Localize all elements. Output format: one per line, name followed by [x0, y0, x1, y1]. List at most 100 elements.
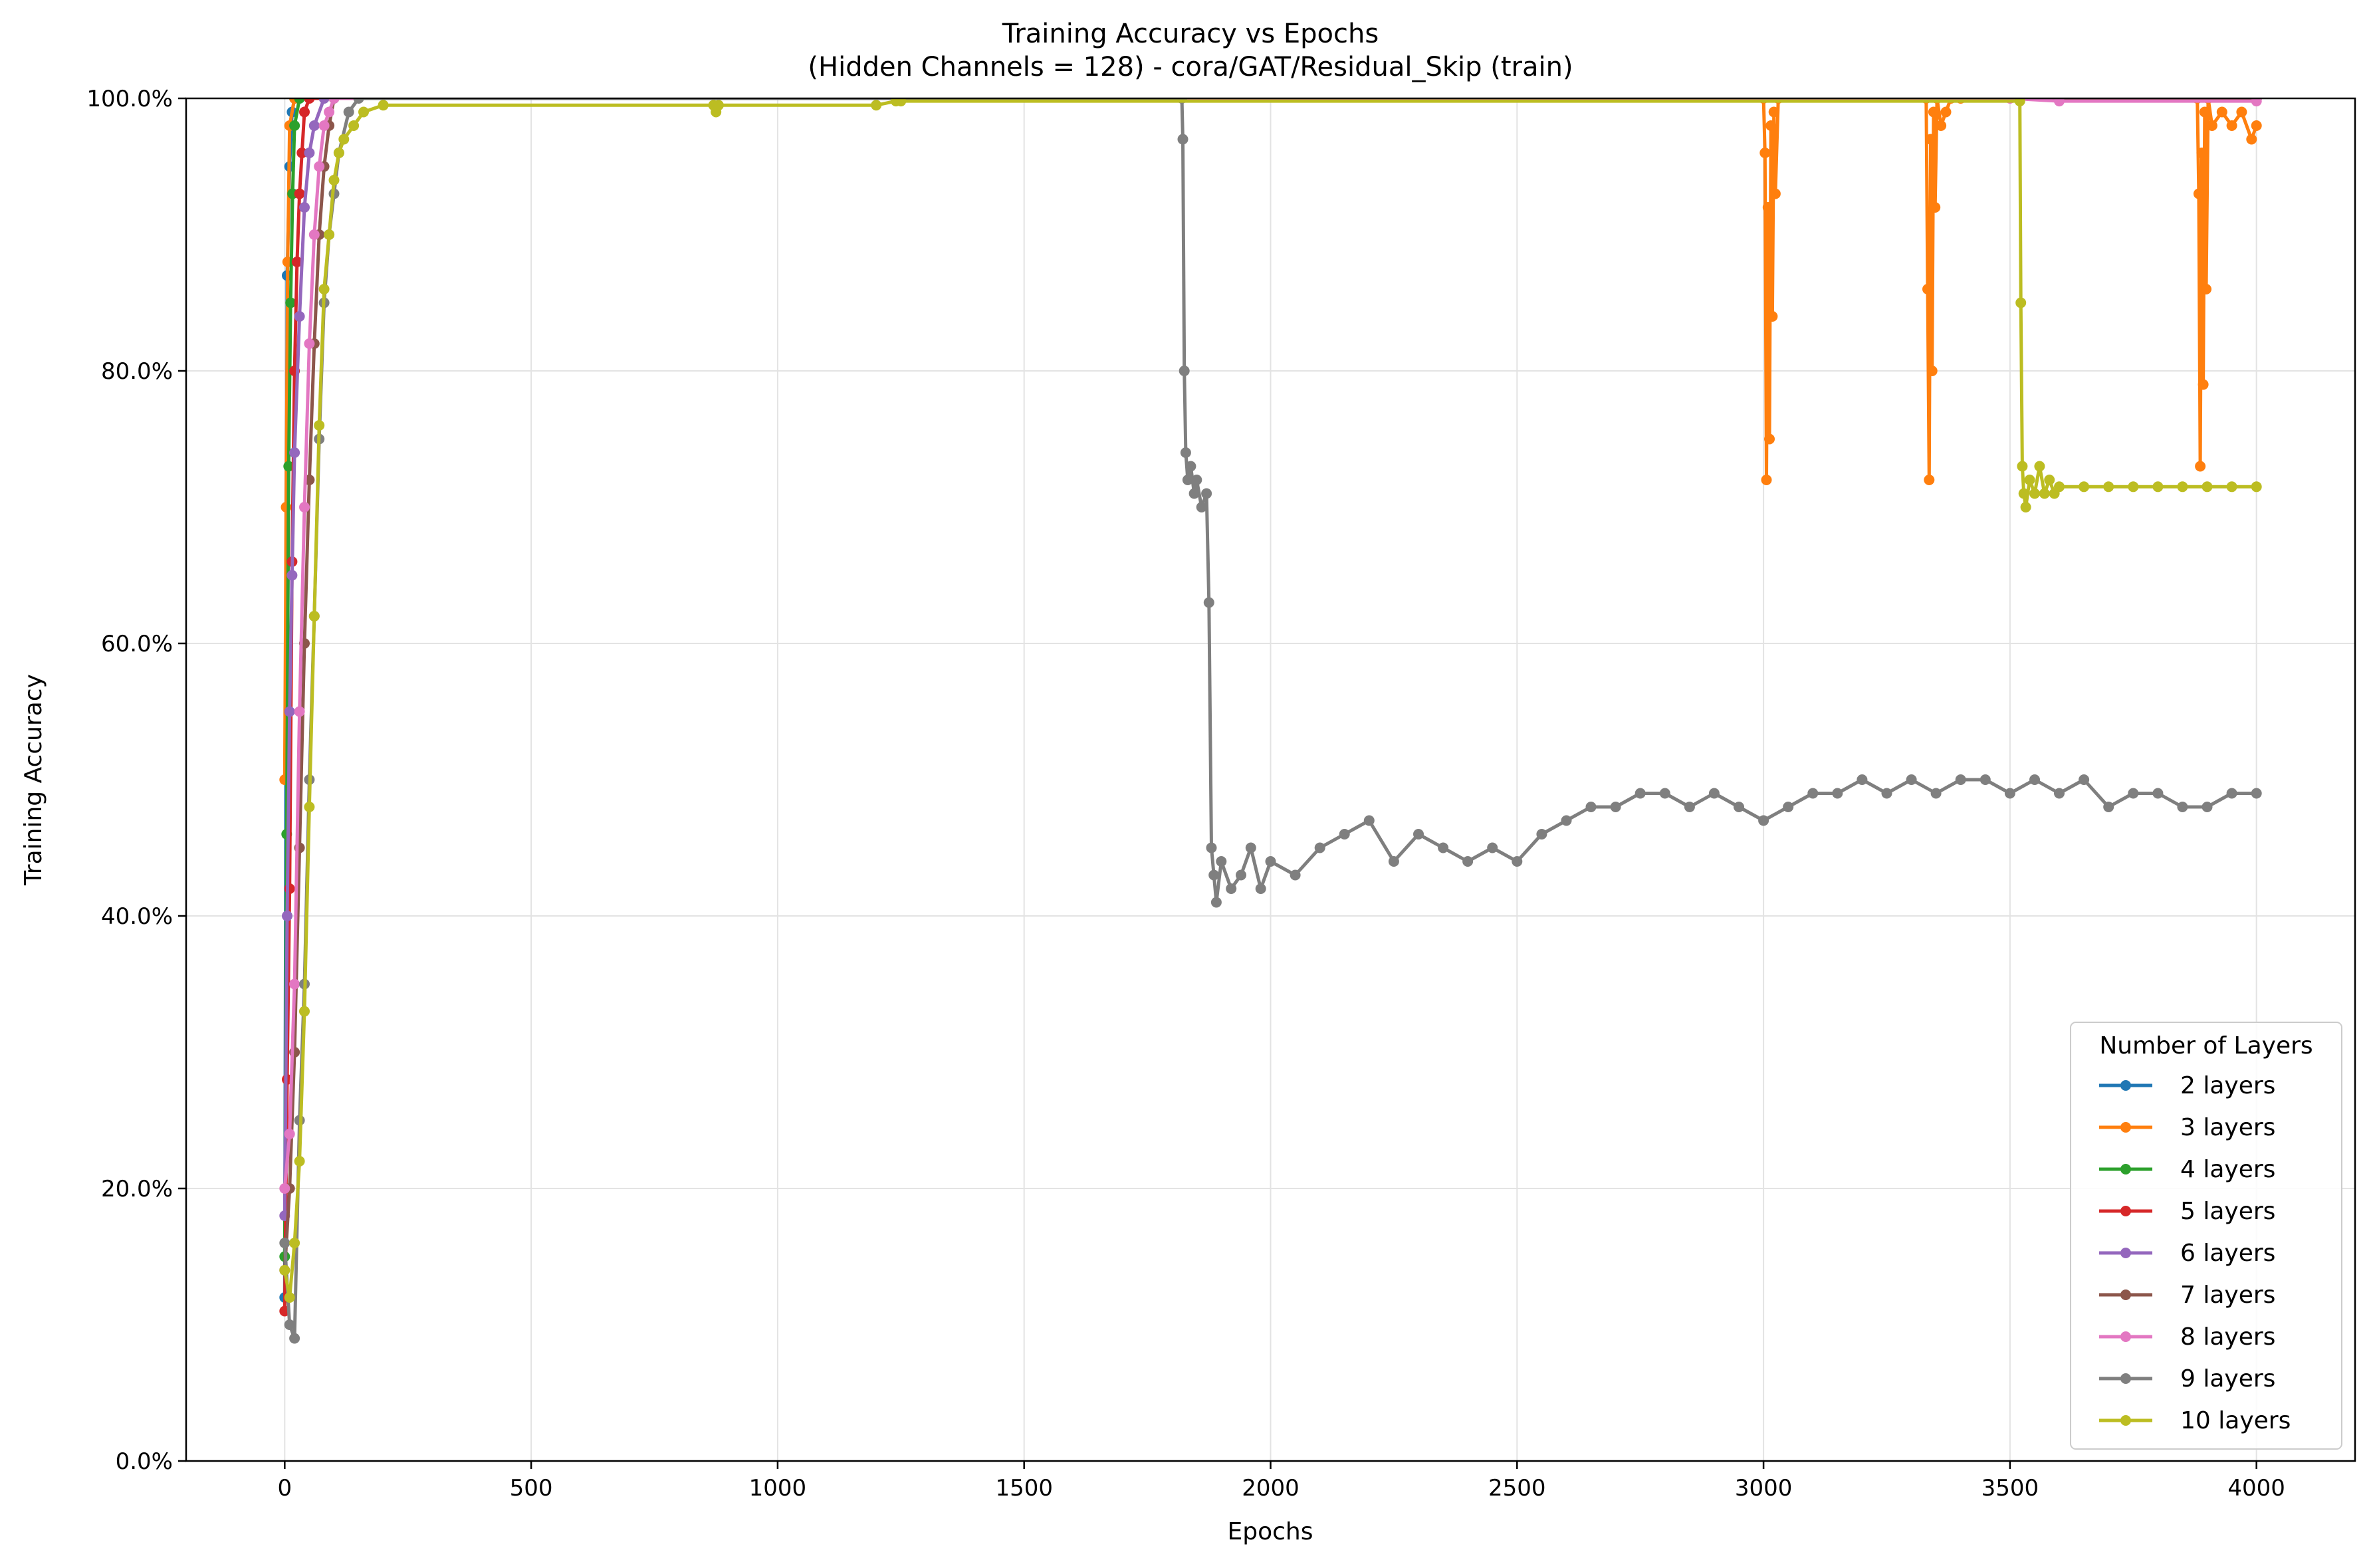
data-point [1226, 883, 1237, 894]
data-point [2206, 120, 2217, 131]
legend-title: Number of Layers [2099, 1032, 2313, 1060]
series-line [282, 98, 2257, 1189]
legend-swatch-marker [2120, 1248, 2131, 1258]
data-point [279, 1183, 290, 1194]
data-point [2226, 481, 2237, 493]
data-point [2014, 98, 2025, 107]
data-point [2079, 774, 2090, 785]
legend-item: 5 layers [2099, 1198, 2275, 1225]
legend-items: 2 layers 3 layers 4 layers 5 layers 6 layers… [2099, 1072, 2291, 1434]
data-point [2196, 148, 2207, 158]
data-point [871, 100, 882, 111]
x-tick-label: 4000 [2227, 1475, 2285, 1502]
grid-layer [186, 98, 2355, 1462]
data-point [2079, 481, 2090, 493]
data-point [1906, 774, 1917, 785]
data-point [2201, 284, 2211, 294]
x-axis-label: Epochs [1228, 1518, 1313, 1545]
data-point [314, 420, 325, 431]
y-tick-label: 80.0% [101, 358, 173, 385]
legend-item: 10 layers [2099, 1407, 2291, 1434]
data-point [2251, 120, 2262, 131]
data-point [284, 1292, 295, 1303]
data-point [318, 284, 330, 294]
legend-label: 8 layers [2180, 1323, 2275, 1351]
data-point [2044, 475, 2055, 485]
data-point [378, 100, 389, 111]
data-point [1924, 475, 1935, 485]
data-point [324, 229, 335, 240]
data-point [2024, 475, 2035, 485]
data-point [299, 202, 310, 213]
data-point [1216, 856, 1227, 867]
data-point [1413, 829, 1424, 840]
data-point [1928, 106, 1939, 118]
data-point [1487, 842, 1498, 853]
data-point [294, 98, 305, 104]
data-point [1182, 475, 1193, 485]
data-point [1179, 366, 1190, 376]
legend-item: 3 layers [2099, 1114, 2275, 1141]
data-point [1438, 842, 1449, 853]
data-point [286, 570, 298, 581]
legend-item: 6 layers [2099, 1240, 2275, 1267]
data-point [2202, 481, 2213, 493]
data-point [1807, 788, 1819, 799]
data-point [279, 1238, 290, 1248]
x-tick-label: 3500 [1981, 1475, 2039, 1502]
data-point [283, 461, 294, 472]
data-point [289, 120, 300, 131]
data-point [1762, 202, 1773, 213]
data-point [1764, 433, 1775, 445]
legend-item: 8 layers [2099, 1323, 2275, 1351]
x-tick-label: 2000 [1242, 1475, 1300, 1502]
legend-item: 4 layers [2099, 1156, 2275, 1183]
data-point [1857, 774, 1868, 785]
data-point [2029, 488, 2040, 499]
x-tick-label: 3000 [1735, 1475, 1793, 1502]
data-point [1177, 134, 1188, 145]
data-point [1758, 815, 1769, 826]
data-point [1363, 815, 1375, 826]
legend-label: 7 layers [2180, 1282, 2275, 1309]
data-point [1765, 120, 1777, 131]
data-point [1203, 597, 1214, 608]
data-point [294, 311, 305, 322]
y-axis: 0.0% 20.0% 40.0% 60.0% 80.0% 100.0% [86, 86, 186, 1475]
data-point [1339, 829, 1350, 840]
data-point [284, 706, 295, 717]
data-point [1759, 148, 1771, 158]
series-9 [279, 98, 2262, 1303]
y-tick-label: 60.0% [101, 631, 173, 657]
y-tick-label: 0.0% [116, 1448, 173, 1475]
data-point [308, 120, 320, 131]
legend-swatch-marker [2120, 1122, 2131, 1133]
data-point [294, 1156, 305, 1167]
data-point [343, 106, 354, 118]
x-tick-label: 0 [277, 1475, 292, 1502]
data-point [318, 98, 330, 104]
data-point [2152, 481, 2164, 493]
data-point [308, 611, 320, 621]
data-point [328, 98, 340, 104]
legend-label: 10 layers [2180, 1407, 2291, 1434]
legend: Number of Layers 2 layers 3 layers 4 layer… [2070, 1022, 2342, 1450]
data-point [1265, 856, 1276, 867]
data-point [2039, 488, 2050, 499]
data-point [1188, 488, 1200, 499]
data-point [1930, 788, 1942, 799]
data-point [2017, 461, 2028, 472]
data-point [2251, 788, 2262, 799]
legend-label: 9 layers [2180, 1365, 2275, 1393]
series-7 [279, 98, 2262, 1194]
data-point [285, 297, 296, 308]
data-point [2226, 788, 2237, 799]
data-point [2054, 788, 2065, 799]
data-point [2216, 106, 2227, 118]
legend-label: 5 layers [2180, 1198, 2275, 1225]
chart-subtitle: (Hidden Channels = 128) - cora/GAT/Resid… [808, 52, 1573, 82]
data-point [1191, 475, 1202, 485]
data-point [1290, 869, 1301, 881]
